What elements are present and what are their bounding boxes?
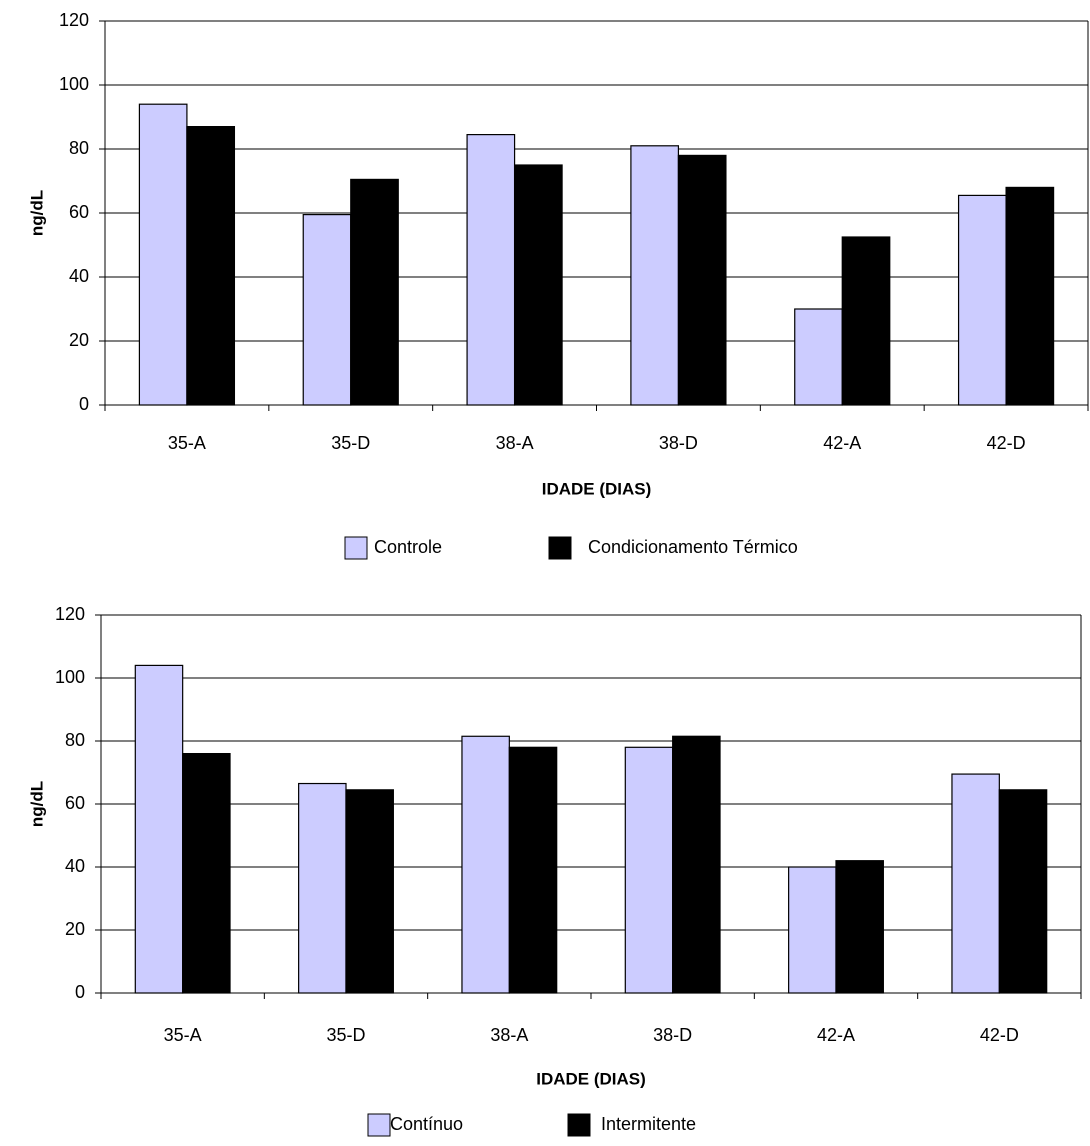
bar (841, 236, 891, 406)
bar (1005, 186, 1055, 406)
bar (951, 773, 1000, 994)
x-tick-label: 35-D (326, 1025, 365, 1045)
x-tick-label: 38-A (496, 433, 534, 453)
bar (134, 664, 184, 994)
y-axis-title: ng/dL (27, 190, 46, 236)
y-tick-label: 0 (75, 982, 85, 1002)
bar (298, 782, 347, 994)
legend-swatch (567, 1113, 591, 1137)
bar (350, 178, 399, 406)
y-tick-label: 80 (69, 138, 89, 158)
y-tick-label: 120 (55, 604, 85, 624)
bar (508, 746, 558, 994)
bar (182, 752, 231, 994)
bar (466, 134, 516, 406)
y-tick-label: 80 (65, 730, 85, 750)
bar (672, 735, 721, 994)
legend-swatch (344, 536, 368, 560)
bar (624, 746, 674, 994)
legend-label: Condicionamento Térmico (588, 537, 798, 557)
bar (302, 214, 352, 406)
x-axis-title: IDADE (DIAS) (542, 479, 652, 498)
legend-label: Controle (374, 537, 442, 557)
x-tick-label: 38-D (653, 1025, 692, 1045)
x-tick-label: 38-A (490, 1025, 528, 1045)
bar (513, 164, 563, 406)
y-tick-label: 40 (65, 856, 85, 876)
x-tick-label: 42-D (980, 1025, 1019, 1045)
bar (788, 866, 837, 994)
x-tick-label: 42-D (987, 433, 1026, 453)
y-tick-label: 20 (69, 330, 89, 350)
y-tick-label: 20 (65, 919, 85, 939)
x-axis-title: IDADE (DIAS) (536, 1069, 646, 1088)
y-tick-label: 100 (59, 74, 89, 94)
bar (677, 154, 727, 406)
bar (138, 103, 188, 406)
y-tick-label: 0 (79, 394, 89, 414)
bar (794, 308, 843, 406)
y-tick-label: 60 (65, 793, 85, 813)
y-tick-label: 120 (59, 10, 89, 30)
y-tick-label: 60 (69, 202, 89, 222)
y-tick-label: 100 (55, 667, 85, 687)
bar (630, 145, 680, 406)
x-tick-label: 38-D (659, 433, 698, 453)
bar (345, 789, 394, 994)
bar (186, 125, 236, 406)
bar (957, 194, 1007, 406)
x-tick-label: 42-A (817, 1025, 855, 1045)
x-tick-label: 35-A (168, 433, 206, 453)
legend-label: Intermitente (601, 1114, 696, 1134)
bar (461, 735, 510, 994)
x-tick-label: 35-D (331, 433, 370, 453)
legend-label: Contínuo (390, 1114, 463, 1134)
bar (835, 860, 884, 994)
y-tick-label: 40 (69, 266, 89, 286)
legend-swatch (548, 536, 572, 560)
x-tick-label: 35-A (164, 1025, 202, 1045)
bar (998, 789, 1048, 994)
x-tick-label: 42-A (823, 433, 861, 453)
legend-swatch (367, 1113, 391, 1137)
y-axis-title: ng/dL (27, 781, 46, 827)
